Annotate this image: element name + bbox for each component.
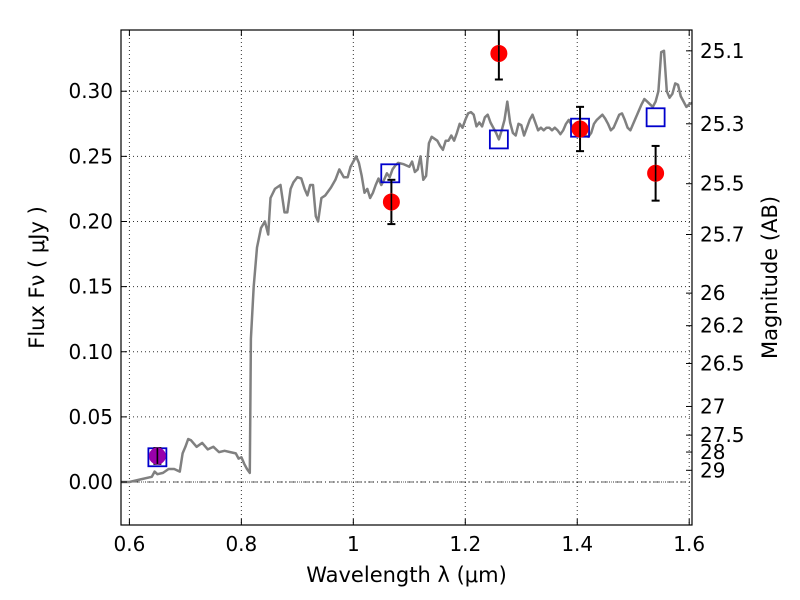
y-axis-label: Flux Fν ( μJy ) — [25, 206, 49, 349]
y-tick-label: 0.30 — [68, 79, 113, 103]
right-tick-label: 26.2 — [700, 314, 745, 338]
plot-area — [121, 30, 692, 484]
x-tick-label: 1.6 — [673, 532, 705, 556]
x-tick-label: 0.8 — [225, 532, 257, 556]
x-axis-label: Wavelength λ (μm) — [306, 563, 507, 587]
right-tick-label: 25.3 — [700, 112, 745, 136]
y-tick-label: 0.25 — [68, 144, 113, 168]
model-photometry-point — [380, 163, 401, 184]
right-tick-label: 26 — [700, 281, 725, 305]
right-tick-label: 25.1 — [700, 39, 745, 63]
right-axis-label: Magnitude (AB) — [758, 196, 782, 359]
plot-frame — [120, 29, 693, 526]
axes: 0.6 0.8 1 1.2 1.4 1.6 0.00 0.05 0.10 0.15 0.20 0.25… — [68, 29, 745, 556]
y-tick-label: 0.20 — [68, 209, 113, 233]
model-photometry-point — [488, 129, 509, 150]
y-tick-label: 0.05 — [68, 405, 113, 429]
right-tick-label: 26.5 — [700, 351, 745, 375]
grid — [121, 30, 692, 525]
model-photometry-point — [645, 107, 666, 128]
right-tick-label: 28 — [700, 440, 725, 464]
x-tick-label: 1 — [347, 532, 360, 556]
y-tick-label: 0.00 — [68, 470, 113, 494]
y-tick-label: 0.10 — [68, 340, 113, 364]
right-tick-label: 27.5 — [700, 423, 745, 447]
right-tick-label: 29 — [700, 458, 725, 482]
model-spectrum-line — [121, 49, 692, 484]
x-tick-label: 0.6 — [113, 532, 145, 556]
x-tick-label: 1.2 — [449, 532, 481, 556]
right-tick-label: 25.7 — [700, 223, 745, 247]
y-tick-label: 0.15 — [68, 275, 113, 299]
right-tick-label: 25.5 — [700, 172, 745, 196]
right-tick-label: 27 — [700, 394, 725, 418]
x-tick-label: 1.4 — [561, 532, 593, 556]
